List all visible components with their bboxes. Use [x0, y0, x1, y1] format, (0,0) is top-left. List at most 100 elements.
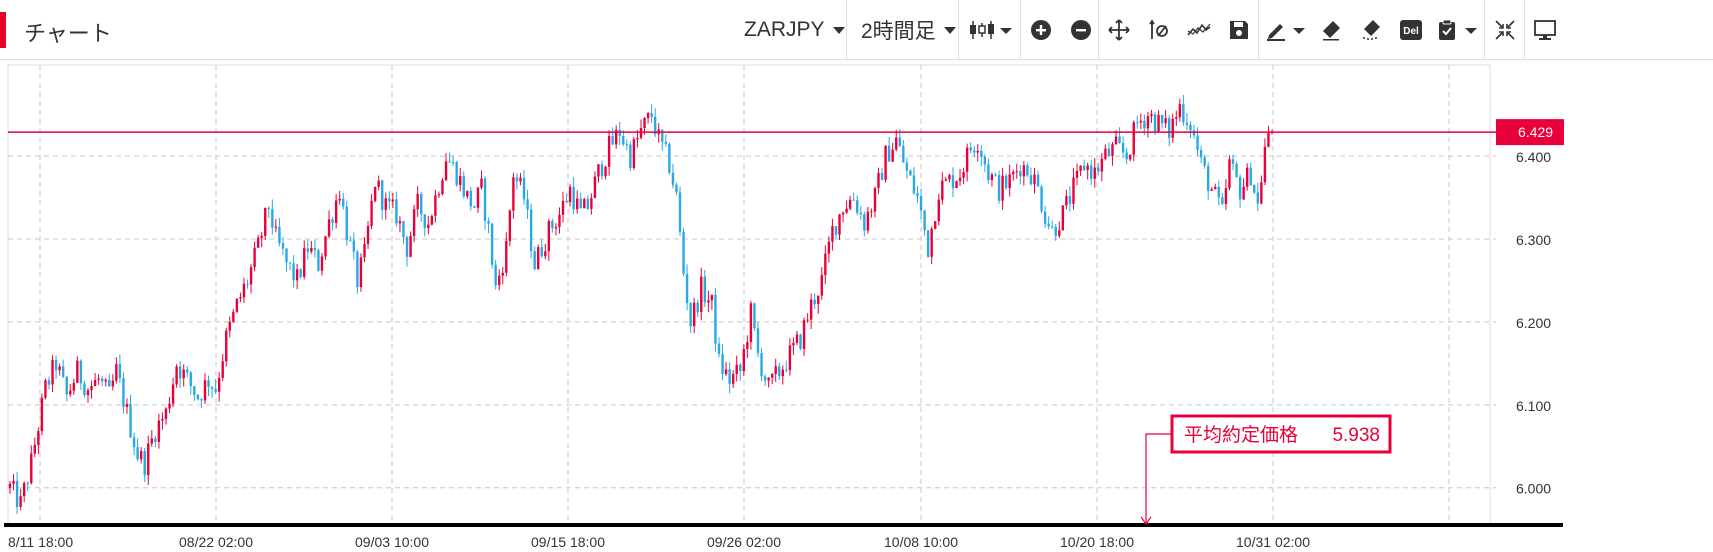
candlestick-type-icon [970, 21, 1012, 39]
x-axis-labels: 8/11 18:00 08/22 02:00 09/03 10:00 09/15 18… [8, 534, 1310, 550]
candle-body [342, 198, 345, 207]
save-button[interactable] [1219, 0, 1259, 60]
candle-body [61, 366, 65, 377]
candle-body [246, 283, 249, 285]
indicator-button[interactable] [1179, 0, 1219, 60]
svg-text:Del: Del [1403, 26, 1419, 37]
candle-body [76, 360, 79, 383]
candle-body [1058, 230, 1061, 236]
candle-body [625, 144, 629, 146]
move-icon [1108, 19, 1130, 41]
candle-body [210, 386, 214, 389]
candlestick-chart[interactable]: 6.000 6.100 6.200 6.300 6.400 8/11 18:00 08/2… [0, 62, 1713, 550]
symbol-select[interactable]: ZARJPY [730, 0, 859, 60]
candle-body [473, 206, 476, 208]
candle-body [171, 384, 175, 404]
candle-body [919, 195, 923, 211]
candle-body [820, 275, 823, 296]
candle-body [586, 199, 590, 209]
candle-body [1012, 171, 1015, 175]
candle-body [611, 136, 614, 145]
candle-body [799, 334, 802, 349]
candle-body [519, 177, 522, 182]
candle-body [388, 198, 391, 202]
candle-body [30, 453, 33, 484]
candle-body [1214, 186, 1217, 190]
x-tick-label: 10/08 10:00 [884, 534, 958, 547]
candle-body [838, 214, 841, 235]
candle-body [274, 226, 278, 228]
candle-body [1061, 205, 1065, 231]
zoom-in-button[interactable] [1021, 0, 1061, 60]
x-tick-label: 10/20 18:00 [1060, 534, 1134, 547]
eraser-all-button[interactable] [1351, 0, 1391, 60]
zoom-out-button[interactable] [1061, 0, 1101, 60]
candle-body [887, 145, 891, 162]
candle-body [987, 164, 990, 181]
candle-body [1175, 117, 1178, 119]
candle-body [756, 328, 760, 354]
candle-body [926, 230, 930, 257]
candle-body [597, 164, 600, 177]
candle-body [175, 366, 178, 385]
move-button[interactable] [1099, 0, 1139, 60]
candle-body [714, 294, 717, 344]
accent-bar [0, 12, 6, 48]
eraser-button[interactable] [1311, 0, 1351, 60]
candle-body [253, 247, 256, 268]
candle-body [228, 321, 231, 331]
candle-body [37, 431, 40, 445]
candle-body [136, 447, 139, 460]
candle-body [951, 175, 955, 188]
candle-body [44, 380, 47, 398]
candle-body [1082, 165, 1086, 171]
candle-body [937, 199, 940, 222]
timeframe-select[interactable]: 2時間足 [847, 0, 970, 60]
candle-body [795, 334, 799, 343]
candle-body [225, 330, 228, 362]
candle-body [1189, 124, 1192, 131]
chart-area[interactable]: 6.000 6.100 6.200 6.300 6.400 8/11 18:00 08/2… [0, 62, 1713, 550]
candle-body [72, 382, 76, 391]
candle-body [1267, 132, 1270, 147]
candle-body [260, 235, 263, 238]
candle-body [1040, 186, 1043, 212]
eraser-all-icon [1363, 20, 1380, 40]
candle-body [47, 380, 51, 385]
candle-body [788, 345, 792, 371]
fullscreen-button[interactable] [1525, 0, 1565, 60]
candle-body [760, 353, 763, 377]
chart-type-button[interactable] [959, 0, 1021, 60]
candle-body [409, 235, 412, 257]
pen-button[interactable] [1259, 0, 1311, 60]
candle-body [859, 212, 862, 215]
candle-body [108, 379, 111, 387]
candle-body [8, 483, 12, 488]
candle-body [710, 294, 714, 301]
candle-body [164, 408, 168, 419]
candle-body [533, 251, 536, 270]
candle-body [285, 248, 288, 263]
delete-button[interactable]: Del [1391, 0, 1431, 60]
candle-body [1182, 104, 1185, 123]
candle-body [444, 161, 448, 181]
candle-body [398, 221, 402, 224]
candle-body [143, 451, 146, 476]
clipboard-button[interactable] [1431, 0, 1483, 60]
candle-body [1150, 114, 1153, 117]
candle-body [902, 145, 905, 163]
candle-body [1029, 175, 1033, 185]
x-tick-label: 08/22 02:00 [179, 534, 253, 547]
candle-body [1196, 135, 1199, 151]
reset-axis-button[interactable] [1139, 0, 1179, 60]
candle-body [1068, 196, 1072, 204]
candle-body [200, 399, 203, 401]
candle-body [958, 177, 962, 182]
candle-body [1093, 167, 1096, 179]
candle-body [1231, 159, 1235, 164]
y-axis-labels: 6.000 6.100 6.200 6.300 6.400 [1516, 149, 1551, 497]
candle-body [338, 198, 341, 201]
candle-body [150, 438, 153, 444]
candle-body [97, 378, 100, 380]
shrink-button[interactable] [1485, 0, 1525, 60]
